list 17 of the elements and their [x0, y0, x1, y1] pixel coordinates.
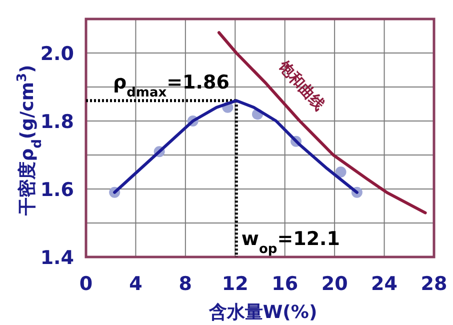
x-tick-label: 20	[321, 273, 348, 295]
ref-line-label: ρ$_{dmax}$=1.86	[113, 72, 230, 100]
point	[335, 166, 346, 178]
x-axis-title: 含水量W(%)	[208, 302, 318, 323]
ref-line-label: w$_{op}$=12.1	[241, 228, 340, 256]
text: 饱和曲线	[274, 56, 328, 114]
x-tick-label: 28	[420, 273, 448, 295]
x-tick-label: 8	[178, 273, 192, 295]
x-tick-label: 16	[272, 273, 298, 295]
y-tick-label: 2.0	[40, 43, 74, 65]
x-tick-label: 0	[79, 273, 93, 295]
x-tick-label: 24	[371, 273, 398, 295]
y-tick-label: 1.8	[40, 111, 74, 133]
y-tick-label: 1.4	[40, 247, 74, 269]
y-tick-label: 1.6	[40, 179, 74, 201]
x-tick-label: 4	[129, 273, 142, 295]
x-tick-label: 12	[222, 273, 248, 295]
